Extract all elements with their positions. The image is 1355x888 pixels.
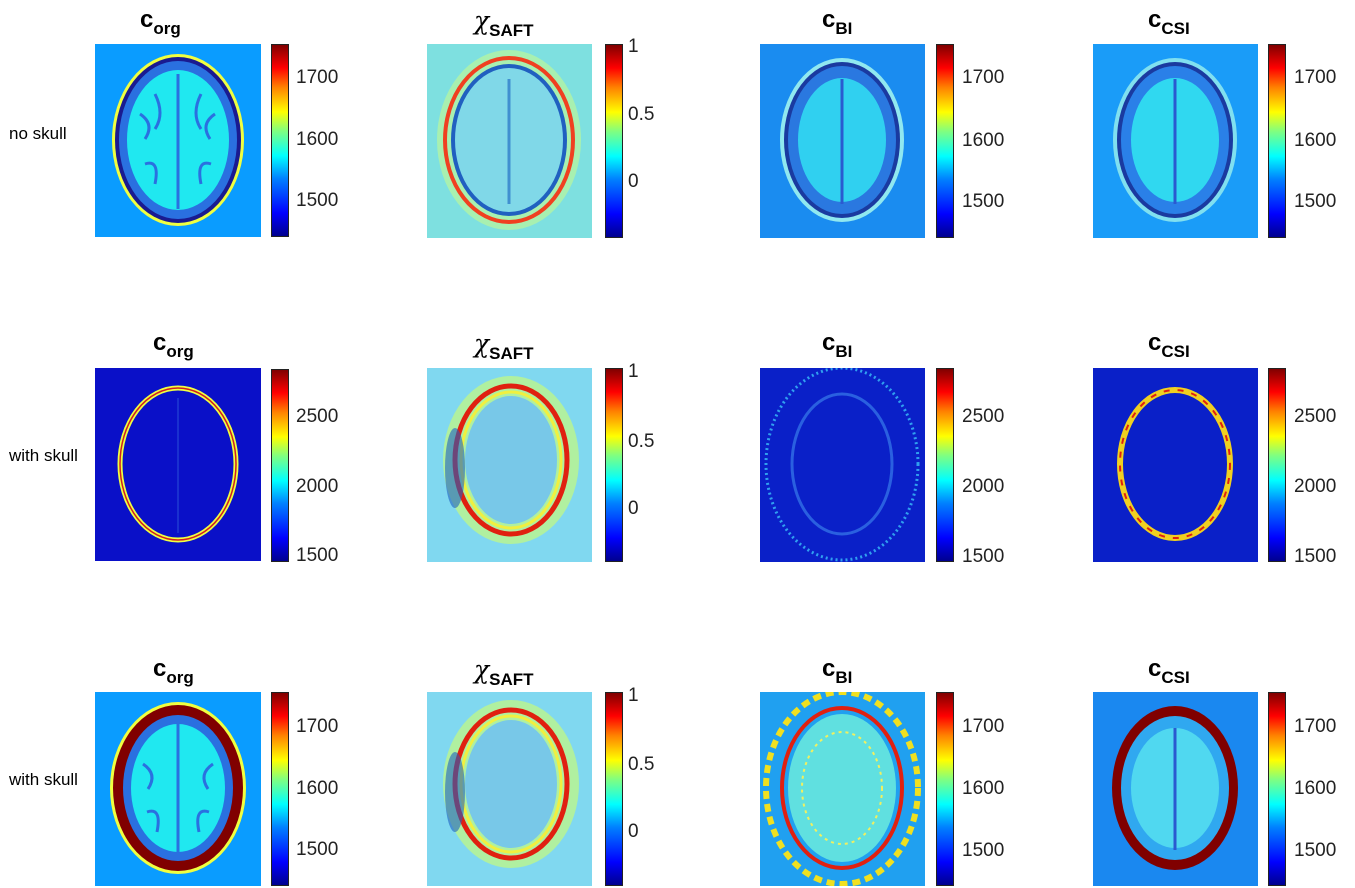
colorbar-csi-row3 bbox=[1268, 692, 1286, 886]
tick-label: 2000 bbox=[1294, 476, 1337, 497]
colorbar-saft-row2 bbox=[605, 368, 623, 562]
colorbar-bi-row3 bbox=[936, 692, 954, 886]
colorbar-saft-row1 bbox=[605, 44, 623, 238]
tick-label: 1500 bbox=[296, 190, 339, 211]
tick-label: 1600 bbox=[1294, 778, 1337, 799]
colorbar-csi-row2 bbox=[1268, 368, 1286, 562]
tick-label: 1500 bbox=[1294, 191, 1337, 212]
image-chi-saft-with-skull-1 bbox=[427, 368, 592, 562]
title-chi-saft: χSAFT bbox=[474, 655, 534, 689]
row-label-with-skull-2: with skull bbox=[9, 770, 78, 789]
title-chi-saft: χSAFT bbox=[474, 329, 534, 363]
tick-label: 0 bbox=[628, 171, 639, 192]
tick-label: 1 bbox=[628, 361, 639, 382]
image-chi-saft-with-skull-2 bbox=[427, 692, 592, 886]
title-c-org: corg bbox=[153, 655, 194, 687]
title-c-bi: cBI bbox=[822, 329, 853, 361]
tick-label: 1700 bbox=[296, 67, 339, 88]
colorbar-bi-row1 bbox=[936, 44, 954, 238]
tick-label: 1500 bbox=[962, 191, 1005, 212]
tick-label: 0.5 bbox=[628, 431, 655, 452]
tick-label: 1700 bbox=[962, 67, 1005, 88]
title-c-csi: cCSI bbox=[1148, 655, 1190, 687]
tick-label: 2000 bbox=[296, 476, 339, 497]
image-c-csi-with-skull-1 bbox=[1093, 368, 1258, 562]
tick-label: 1500 bbox=[1294, 546, 1337, 567]
image-c-org-with-skull bbox=[95, 368, 261, 561]
title-c-org: corg bbox=[153, 329, 194, 361]
title-chi-saft: χSAFT bbox=[474, 6, 534, 40]
colorbar-org-row1 bbox=[271, 44, 289, 237]
tick-label: 0 bbox=[628, 821, 639, 842]
tick-label: 1500 bbox=[1294, 840, 1337, 861]
image-c-org-no-skull bbox=[95, 44, 261, 237]
image-chi-saft-no-skull bbox=[427, 44, 592, 238]
tick-label: 1600 bbox=[962, 130, 1005, 151]
tick-label: 1500 bbox=[962, 546, 1005, 567]
image-c-bi-no-skull bbox=[760, 44, 925, 238]
tick-label: 1700 bbox=[962, 716, 1005, 737]
tick-label: 1600 bbox=[296, 129, 339, 150]
image-c-bi-with-skull-1 bbox=[760, 368, 925, 562]
tick-label: 1 bbox=[628, 36, 639, 57]
row-label-no-skull: no skull bbox=[9, 124, 67, 143]
tick-label: 1600 bbox=[1294, 130, 1337, 151]
tick-label: 1600 bbox=[962, 778, 1005, 799]
tick-label: 1600 bbox=[296, 778, 339, 799]
title-c-csi: cCSI bbox=[1148, 329, 1190, 361]
tick-label: 1 bbox=[628, 685, 639, 706]
image-c-bi-with-skull-2 bbox=[760, 692, 925, 886]
tick-label: 1500 bbox=[296, 839, 339, 860]
title-c-bi: cBI bbox=[822, 655, 853, 687]
colorbar-org-row3 bbox=[271, 692, 289, 886]
colorbar-saft-row3 bbox=[605, 692, 623, 886]
image-c-org-with-skull-brain bbox=[95, 692, 261, 886]
tick-label: 1700 bbox=[1294, 67, 1337, 88]
tick-label: 0 bbox=[628, 498, 639, 519]
image-c-csi-with-skull-2 bbox=[1093, 692, 1258, 886]
title-c-bi: cBI bbox=[822, 6, 853, 38]
tick-label: 1700 bbox=[1294, 716, 1337, 737]
tick-label: 2500 bbox=[1294, 406, 1337, 427]
tick-label: 0.5 bbox=[628, 104, 655, 125]
title-c-csi: cCSI bbox=[1148, 6, 1190, 38]
colorbar-org-row2 bbox=[271, 369, 289, 562]
tick-label: 2500 bbox=[962, 406, 1005, 427]
colorbar-csi-row1 bbox=[1268, 44, 1286, 238]
title-c-org: corg bbox=[140, 6, 181, 38]
tick-label: 2000 bbox=[962, 476, 1005, 497]
tick-label: 2500 bbox=[296, 406, 339, 427]
tick-label: 1500 bbox=[962, 840, 1005, 861]
image-c-csi-no-skull bbox=[1093, 44, 1258, 238]
tick-label: 0.5 bbox=[628, 754, 655, 775]
row-label-with-skull-1: with skull bbox=[9, 446, 78, 465]
tick-label: 1700 bbox=[296, 716, 339, 737]
colorbar-bi-row2 bbox=[936, 368, 954, 562]
tick-label: 1500 bbox=[296, 545, 339, 566]
